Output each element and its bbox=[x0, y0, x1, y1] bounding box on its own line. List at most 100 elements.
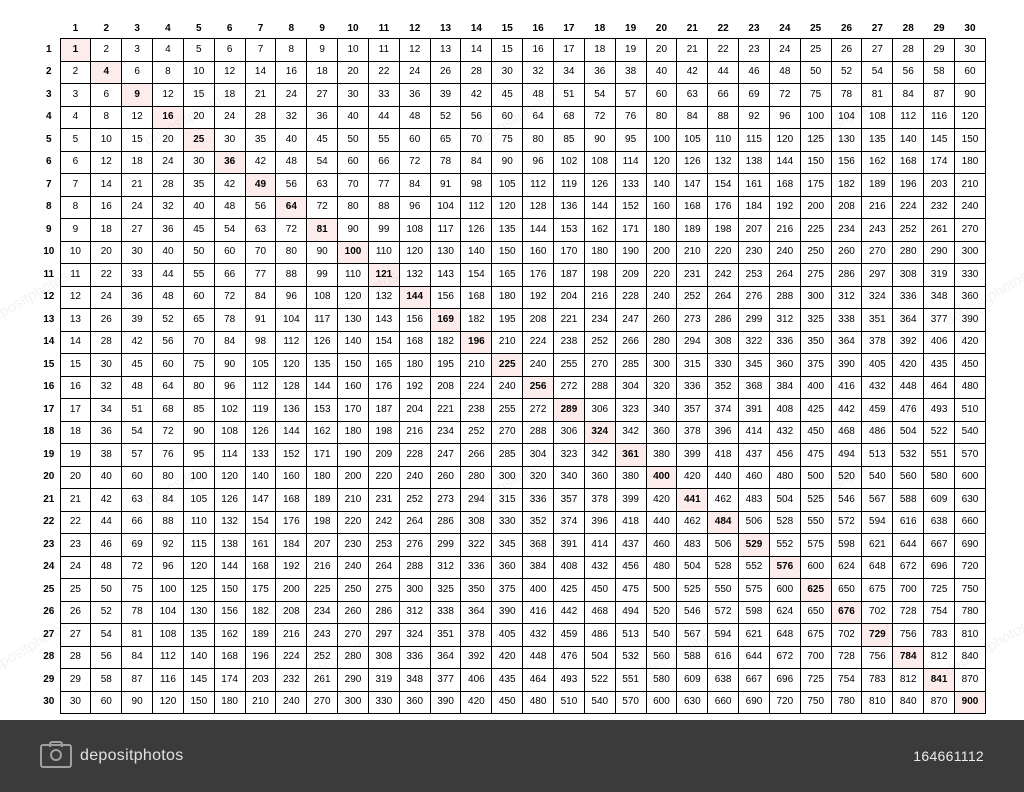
col-header: 5 bbox=[183, 20, 214, 39]
cell: 51 bbox=[554, 84, 585, 107]
cell: 174 bbox=[924, 151, 955, 174]
cell: 57 bbox=[615, 84, 646, 107]
cell: 323 bbox=[615, 399, 646, 422]
cell: 168 bbox=[461, 286, 492, 309]
table-row: 5510152025303540455055606570758085909510… bbox=[38, 129, 986, 152]
cell: 552 bbox=[739, 556, 770, 579]
cell: 80 bbox=[523, 129, 554, 152]
cell: 225 bbox=[492, 354, 523, 377]
cell: 345 bbox=[739, 354, 770, 377]
cell: 729 bbox=[862, 624, 893, 647]
cell: 132 bbox=[214, 511, 245, 534]
cell: 224 bbox=[893, 196, 924, 219]
cell: 289 bbox=[554, 399, 585, 422]
col-header: 21 bbox=[677, 20, 708, 39]
cell: 115 bbox=[183, 534, 214, 557]
cell: 154 bbox=[708, 174, 739, 197]
cell: 153 bbox=[554, 219, 585, 242]
cell: 364 bbox=[430, 646, 461, 669]
cell: 224 bbox=[523, 331, 554, 354]
cell: 450 bbox=[800, 421, 831, 444]
cell: 414 bbox=[584, 534, 615, 557]
cell: 16 bbox=[276, 61, 307, 84]
cell: 156 bbox=[399, 309, 430, 332]
cell: 378 bbox=[461, 624, 492, 647]
cell: 288 bbox=[399, 556, 430, 579]
cell: 84 bbox=[399, 174, 430, 197]
cell: 243 bbox=[862, 219, 893, 242]
cell: 135 bbox=[862, 129, 893, 152]
cell: 130 bbox=[430, 241, 461, 264]
cell: 200 bbox=[338, 466, 369, 489]
row-header: 3 bbox=[38, 84, 60, 107]
cell: 147 bbox=[677, 174, 708, 197]
cell: 240 bbox=[276, 691, 307, 714]
table-row: 3369121518212427303336394245485154576063… bbox=[38, 84, 986, 107]
cell: 306 bbox=[554, 421, 585, 444]
cell: 425 bbox=[554, 579, 585, 602]
col-header: 23 bbox=[739, 20, 770, 39]
cell: 900 bbox=[954, 691, 985, 714]
cell: 64 bbox=[523, 106, 554, 129]
cell: 551 bbox=[924, 444, 955, 467]
cell: 52 bbox=[430, 106, 461, 129]
cell: 405 bbox=[862, 354, 893, 377]
cell: 54 bbox=[122, 421, 153, 444]
cell: 10 bbox=[60, 241, 91, 264]
cell: 42 bbox=[677, 61, 708, 84]
cell: 754 bbox=[831, 669, 862, 692]
cell: 126 bbox=[245, 421, 276, 444]
cell: 15 bbox=[492, 39, 523, 62]
cell: 189 bbox=[677, 219, 708, 242]
cell: 17 bbox=[60, 399, 91, 422]
cell: 392 bbox=[893, 331, 924, 354]
cell: 580 bbox=[646, 669, 677, 692]
cell: 323 bbox=[554, 444, 585, 467]
cell: 27 bbox=[122, 219, 153, 242]
cell: 78 bbox=[122, 601, 153, 624]
cell: 16 bbox=[91, 196, 122, 219]
cell: 50 bbox=[91, 579, 122, 602]
cell: 75 bbox=[183, 354, 214, 377]
row-header: 22 bbox=[38, 511, 60, 534]
cell: 32 bbox=[523, 61, 554, 84]
cell: 161 bbox=[739, 174, 770, 197]
cell: 42 bbox=[245, 151, 276, 174]
cell: 286 bbox=[430, 511, 461, 534]
cell: 510 bbox=[954, 399, 985, 422]
cell: 270 bbox=[584, 354, 615, 377]
cell: 400 bbox=[800, 376, 831, 399]
cell: 58 bbox=[91, 669, 122, 692]
col-header: 12 bbox=[399, 20, 430, 39]
cell: 120 bbox=[954, 106, 985, 129]
cell: 120 bbox=[183, 556, 214, 579]
cell: 29 bbox=[60, 669, 91, 692]
cell: 180 bbox=[646, 219, 677, 242]
cell: 76 bbox=[153, 444, 184, 467]
row-header: 1 bbox=[38, 39, 60, 62]
cell: 176 bbox=[708, 196, 739, 219]
cell: 25 bbox=[800, 39, 831, 62]
cell: 198 bbox=[307, 511, 338, 534]
cell: 63 bbox=[245, 219, 276, 242]
cell: 506 bbox=[708, 534, 739, 557]
cell: 360 bbox=[492, 556, 523, 579]
cell: 252 bbox=[677, 286, 708, 309]
cell: 448 bbox=[893, 376, 924, 399]
cell: 160 bbox=[338, 376, 369, 399]
cell: 325 bbox=[800, 309, 831, 332]
cell: 525 bbox=[800, 489, 831, 512]
cell: 273 bbox=[430, 489, 461, 512]
cell: 210 bbox=[677, 241, 708, 264]
cell: 135 bbox=[307, 354, 338, 377]
cell: 575 bbox=[739, 579, 770, 602]
cell: 406 bbox=[461, 669, 492, 692]
cell: 308 bbox=[708, 331, 739, 354]
cell: 500 bbox=[646, 579, 677, 602]
table-row: 9918273645546372819099108117126135144153… bbox=[38, 219, 986, 242]
cell: 18 bbox=[60, 421, 91, 444]
cell: 351 bbox=[862, 309, 893, 332]
cell: 319 bbox=[924, 264, 955, 287]
col-header: 22 bbox=[708, 20, 739, 39]
col-header: 29 bbox=[924, 20, 955, 39]
